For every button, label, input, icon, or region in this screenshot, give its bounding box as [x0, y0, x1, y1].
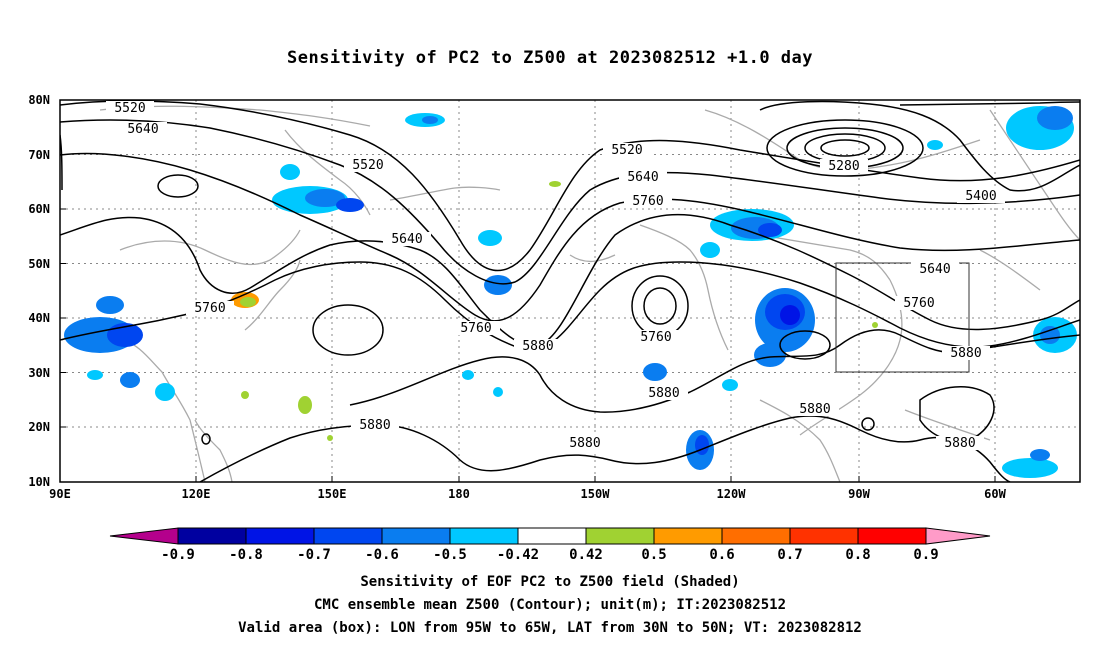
lat-label: 80N — [28, 93, 50, 107]
colorbar-cell — [449, 527, 519, 545]
caption-valid-area: Valid area (box): LON from 95W to 65W, L… — [238, 620, 862, 636]
colorbar-label: 0.5 — [641, 547, 666, 563]
colorbar-cell — [109, 527, 179, 545]
height-contours — [60, 100, 1080, 482]
contour-labels: 5520 5640 5520 5640 5760 5520 5640 5760 … — [106, 101, 1005, 451]
colorbar-label: 0.6 — [709, 547, 734, 563]
lon-label: 90W — [848, 487, 870, 501]
map-frame — [59, 99, 1081, 483]
contour-label: 5880 — [799, 402, 830, 417]
lat-label: 20N — [28, 420, 50, 434]
colorbar — [109, 527, 991, 545]
contour-label: 5640 — [919, 262, 950, 277]
colorbar-cell — [313, 527, 383, 545]
colorbar-label: 0.42 — [569, 547, 603, 563]
contour-label: 5880 — [944, 436, 975, 451]
colorbar-cell — [245, 527, 315, 545]
lat-label: 50N — [28, 257, 50, 271]
map-title: Sensitivity of PC2 to Z500 at 2023082512… — [286, 48, 813, 68]
colorbar-label: 0.8 — [845, 547, 870, 563]
lat-label: 10N — [28, 475, 50, 489]
lon-label: 120W — [717, 487, 747, 501]
caption-shaded: Sensitivity of EOF PC2 to Z500 field (Sh… — [360, 574, 740, 590]
colorbar-label: 0.9 — [913, 547, 938, 563]
colorbar-cell — [177, 527, 247, 545]
colorbar-label: -0.42 — [497, 547, 539, 563]
lon-label: 180 — [448, 487, 470, 501]
colorbar-cell — [857, 527, 927, 545]
contour-label: 5880 — [569, 436, 600, 451]
colorbar-label: -0.6 — [365, 547, 399, 563]
colorbar-label: -0.5 — [433, 547, 467, 563]
lon-label: 150E — [318, 487, 347, 501]
lon-label: 60W — [984, 487, 1006, 501]
colorbar-cell — [517, 527, 587, 545]
contour-label: 5880 — [648, 386, 679, 401]
tick-marks — [60, 99, 996, 482]
caption-contour: CMC ensemble mean Z500 (Contour); unit(m… — [313, 597, 786, 613]
contour-label: 5520 — [352, 158, 383, 173]
contour-label: 5760 — [640, 330, 671, 345]
colorbar-label: -0.9 — [161, 547, 195, 563]
lon-label: 90E — [49, 487, 71, 501]
contour-label: 5520 — [114, 101, 145, 116]
lon-label: 120E — [182, 487, 211, 501]
longitude-labels: 90E 120E 150E 180 150W 120W 90W 60W — [49, 487, 1006, 501]
lat-label: 30N — [28, 366, 50, 380]
lat-label: 70N — [28, 148, 50, 162]
contour-label: 5760 — [632, 194, 663, 209]
latitude-labels: 80N 70N 60N 50N 40N 30N 20N 10N — [28, 93, 50, 489]
lat-label: 40N — [28, 311, 50, 325]
contour-label: 5760 — [194, 301, 225, 316]
colorbar-cell — [721, 527, 791, 545]
contour-label: 5880 — [359, 418, 390, 433]
contour-label: 5640 — [127, 122, 158, 137]
colorbar-cell — [653, 527, 723, 545]
contour-label: 5760 — [460, 321, 491, 336]
contour-label: 5520 — [611, 143, 642, 158]
grid-lines — [60, 100, 1080, 482]
colorbar-cell — [381, 527, 451, 545]
colorbar-label: 0.7 — [777, 547, 802, 563]
coastlines — [61, 105, 1080, 482]
contour-label: 5760 — [903, 296, 934, 311]
colorbar-cell — [789, 527, 859, 545]
lat-label: 60N — [28, 202, 50, 216]
contour-label: 5880 — [522, 339, 553, 354]
colorbar-cell — [925, 527, 991, 545]
contour-label: 5880 — [950, 346, 981, 361]
sensitivity-shading — [64, 106, 1077, 478]
colorbar-label: -0.7 — [297, 547, 331, 563]
contour-label: 5280 — [828, 159, 859, 174]
contour-label: 5640 — [391, 232, 422, 247]
colorbar-label: -0.8 — [229, 547, 263, 563]
colorbar-cell — [585, 527, 655, 545]
valid-area-box — [835, 262, 970, 373]
colorbar-labels: -0.9 -0.8 -0.7 -0.6 -0.5 -0.42 0.42 0.5 … — [161, 547, 939, 563]
contour-label: 5400 — [965, 189, 996, 204]
contour-label: 5640 — [627, 170, 658, 185]
lon-label: 150W — [581, 487, 611, 501]
